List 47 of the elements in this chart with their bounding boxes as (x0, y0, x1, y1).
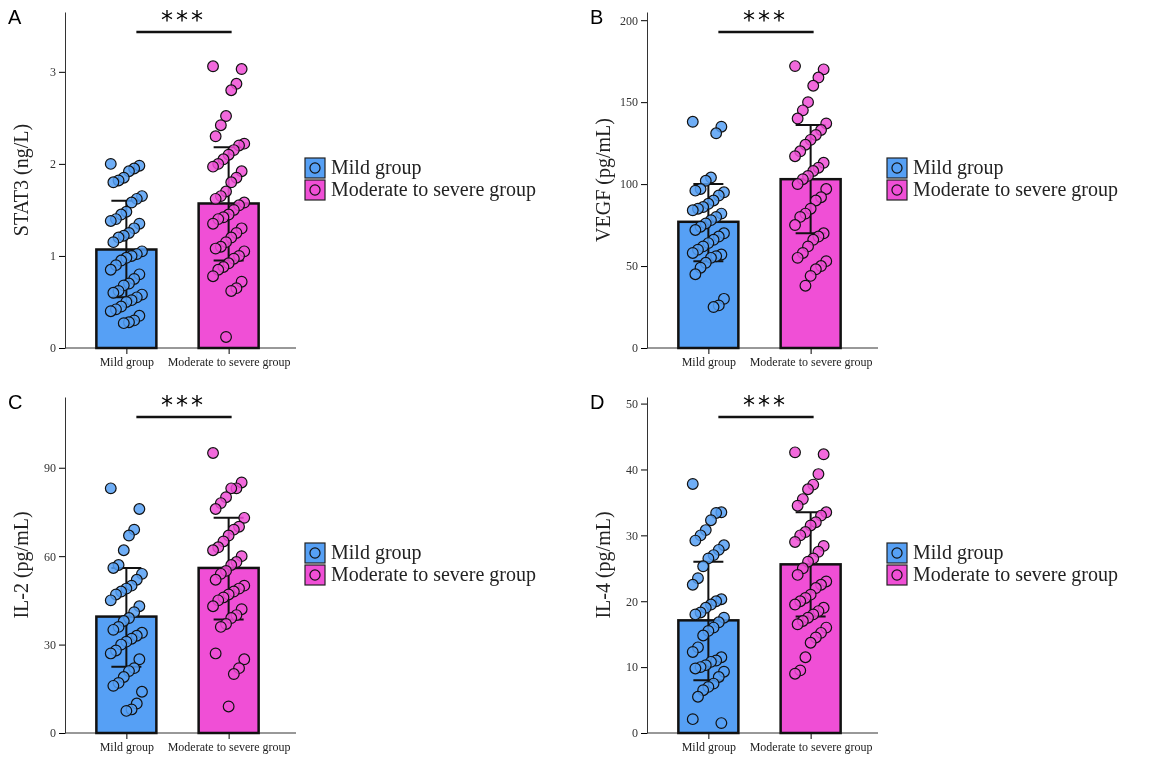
y-tick-label: 90 (44, 461, 56, 476)
x-tick-label: Mild group (99, 354, 155, 369)
y-tick-label: 0 (632, 341, 638, 356)
legend-label: Mild group (331, 541, 422, 564)
chart-title: C (8, 391, 23, 413)
y-tick-label: 3 (50, 65, 56, 80)
legend-label: Mild group (913, 541, 1004, 564)
y-tick-label: 0 (50, 726, 56, 741)
legend-label: Moderate to severe group (331, 563, 536, 586)
y-axis-title: VEGF (pg/mL) (592, 118, 615, 242)
y-tick-label: 30 (44, 637, 56, 652)
annotation: *** (161, 6, 206, 34)
annotation: *** (743, 6, 788, 34)
y-tick-label: 0 (632, 726, 638, 741)
y-axis-title: IL-4 (pg/mL) (592, 511, 615, 619)
y-tick-label: 50 (626, 259, 638, 274)
annotation: *** (161, 391, 206, 419)
x-tick-label: Moderate to severe group (749, 739, 873, 754)
x-tick-label: Moderate to severe group (167, 739, 291, 754)
y-tick-label: 50 (626, 396, 638, 411)
y-tick-label: 20 (626, 594, 638, 609)
y-tick-label: 40 (626, 462, 638, 477)
legend-label: Moderate to severe group (913, 178, 1118, 201)
legend-label: Mild group (913, 156, 1004, 179)
y-tick-label: 200 (620, 13, 638, 28)
legend-label: Moderate to severe group (913, 563, 1118, 586)
x-tick-label: Mild group (681, 739, 737, 754)
x-tick-label: Moderate to severe group (749, 354, 873, 369)
annotation: *** (743, 391, 788, 419)
y-axis-title: STAT3 (ng/L) (10, 123, 33, 237)
y-axis-title: IL-2 (pg/mL) (10, 511, 33, 619)
y-tick-label: 2 (50, 157, 56, 172)
x-tick-label: Moderate to severe group (167, 354, 291, 369)
y-tick-label: 0 (50, 341, 56, 356)
chart-title: D (590, 391, 605, 413)
y-tick-label: 10 (626, 660, 638, 675)
x-tick-label: Mild group (99, 739, 155, 754)
y-tick-label: 60 (44, 549, 56, 564)
chart-title: A (8, 6, 22, 28)
y-tick-label: 150 (620, 95, 638, 110)
y-tick-label: 1 (50, 249, 56, 264)
chart-title: B (590, 6, 604, 28)
x-tick-label: Mild group (681, 354, 737, 369)
y-tick-label: 30 (626, 528, 638, 543)
y-tick-label: 100 (620, 177, 638, 192)
legend-label: Mild group (331, 156, 422, 179)
legend-label: Moderate to severe group (331, 178, 536, 201)
